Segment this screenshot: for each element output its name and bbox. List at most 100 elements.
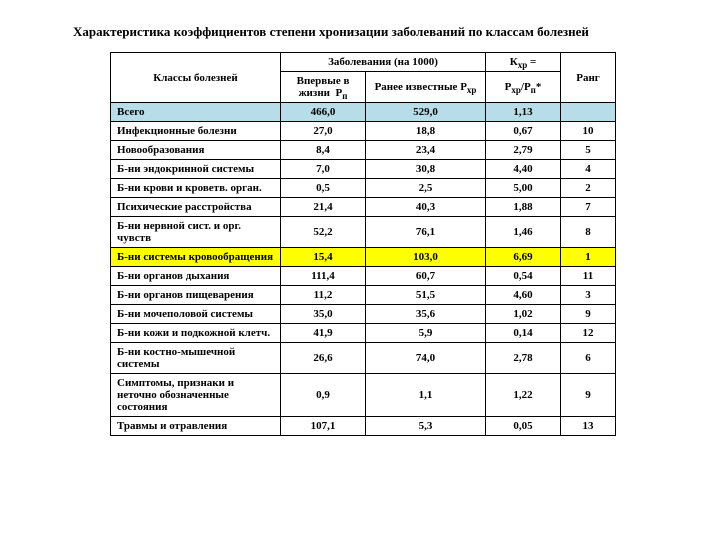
cell-kxp: 5,00: [486, 179, 561, 198]
cell-name: Б-ни системы кровообращения: [111, 248, 281, 267]
cell-pn: 466,0: [281, 103, 366, 122]
cell-kxp: 1,46: [486, 217, 561, 248]
cell-name: Б-ни органов пищеварения: [111, 286, 281, 305]
cell-name: Всего: [111, 103, 281, 122]
cell-pn: 111,4: [281, 267, 366, 286]
cell-name: Новообразования: [111, 141, 281, 160]
cell-kxp: 6,69: [486, 248, 561, 267]
cell-rank: 3: [561, 286, 616, 305]
cell-pn: 11,2: [281, 286, 366, 305]
table-row: Б-ни эндокринной системы7,030,84,404: [111, 160, 616, 179]
cell-rank: 7: [561, 198, 616, 217]
cell-rank: 10: [561, 122, 616, 141]
cell-rank: 11: [561, 267, 616, 286]
cell-rank: [561, 103, 616, 122]
cell-kxp: 0,05: [486, 417, 561, 436]
cell-kxp: 2,78: [486, 343, 561, 374]
cell-rank: 5: [561, 141, 616, 160]
cell-name: Б-ни крови и кроветв. орган.: [111, 179, 281, 198]
cell-rank: 2: [561, 179, 616, 198]
th-ratio: Рхр/Рп*: [486, 72, 561, 103]
cell-pxp: 1,1: [366, 374, 486, 417]
table-row: Б-ни крови и кроветв. орган.0,52,55,002: [111, 179, 616, 198]
cell-name: Симптомы, признаки и неточно обозначенны…: [111, 374, 281, 417]
table-row: Б-ни мочеполовой системы35,035,61,029: [111, 305, 616, 324]
cell-kxp: 4,40: [486, 160, 561, 179]
cell-pn: 8,4: [281, 141, 366, 160]
table-row: Б-ни органов пищеварения11,251,54,603: [111, 286, 616, 305]
cell-kxp: 0,54: [486, 267, 561, 286]
th-kxp: Кхр =: [486, 53, 561, 72]
cell-kxp: 0,67: [486, 122, 561, 141]
table-row: Психические расстройства21,440,31,887: [111, 198, 616, 217]
cell-pxp: 51,5: [366, 286, 486, 305]
cell-pn: 0,9: [281, 374, 366, 417]
cell-name: Б-ни кожи и подкожной клетч.: [111, 324, 281, 343]
cell-name: Б-ни нервной сист. и орг. чувств: [111, 217, 281, 248]
th-class: Классы болезней: [111, 53, 281, 103]
cell-pxp: 5,9: [366, 324, 486, 343]
cell-rank: 4: [561, 160, 616, 179]
cell-kxp: 1,22: [486, 374, 561, 417]
cell-name: Инфекционные болезни: [111, 122, 281, 141]
table-row: Травмы и отравления107,15,30,0513: [111, 417, 616, 436]
cell-pxp: 18,8: [366, 122, 486, 141]
cell-name: Б-ни органов дыхания: [111, 267, 281, 286]
cell-pxp: 23,4: [366, 141, 486, 160]
table-row: Б-ни кожи и подкожной клетч.41,95,90,141…: [111, 324, 616, 343]
page-title: Характеристика коэффициентов степени хро…: [60, 24, 680, 40]
cell-name: Б-ни мочеполовой системы: [111, 305, 281, 324]
cell-pxp: 35,6: [366, 305, 486, 324]
table-row: Симптомы, признаки и неточно обозначенны…: [111, 374, 616, 417]
cell-pxp: 2,5: [366, 179, 486, 198]
cell-pxp: 5,3: [366, 417, 486, 436]
cell-rank: 6: [561, 343, 616, 374]
cell-pxp: 30,8: [366, 160, 486, 179]
cell-pxp: 529,0: [366, 103, 486, 122]
cell-name: Б-ни костно-мышечной системы: [111, 343, 281, 374]
cell-kxp: 1,88: [486, 198, 561, 217]
table-row: Всего466,0529,01,13: [111, 103, 616, 122]
cell-pn: 35,0: [281, 305, 366, 324]
th-rank: Ранг: [561, 53, 616, 103]
cell-kxp: 0,14: [486, 324, 561, 343]
th-pxp: Ранее известные Рхр: [366, 72, 486, 103]
th-pn: Впервые в жизни Рп: [281, 72, 366, 103]
cell-kxp: 1,02: [486, 305, 561, 324]
cell-kxp: 2,79: [486, 141, 561, 160]
cell-pn: 52,2: [281, 217, 366, 248]
cell-pn: 7,0: [281, 160, 366, 179]
cell-pxp: 103,0: [366, 248, 486, 267]
cell-pn: 27,0: [281, 122, 366, 141]
cell-pn: 15,4: [281, 248, 366, 267]
cell-pxp: 60,7: [366, 267, 486, 286]
table-row: Б-ни органов дыхания111,460,70,5411: [111, 267, 616, 286]
cell-name: Б-ни эндокринной системы: [111, 160, 281, 179]
table-row: Новообразования8,423,42,795: [111, 141, 616, 160]
cell-pxp: 74,0: [366, 343, 486, 374]
cell-pxp: 76,1: [366, 217, 486, 248]
table-row: Б-ни системы кровообращения15,4103,06,69…: [111, 248, 616, 267]
th-diseases-group: Заболевания (на 1000): [281, 53, 486, 72]
table-row: Б-ни нервной сист. и орг. чувств52,276,1…: [111, 217, 616, 248]
cell-kxp: 4,60: [486, 286, 561, 305]
cell-name: Травмы и отравления: [111, 417, 281, 436]
cell-pn: 21,4: [281, 198, 366, 217]
cell-kxp: 1,13: [486, 103, 561, 122]
table-row: Инфекционные болезни27,018,80,6710: [111, 122, 616, 141]
cell-rank: 9: [561, 305, 616, 324]
cell-pn: 26,6: [281, 343, 366, 374]
chronization-table: Классы болезней Заболевания (на 1000) Кх…: [110, 52, 616, 436]
cell-rank: 13: [561, 417, 616, 436]
cell-pxp: 40,3: [366, 198, 486, 217]
table-row: Б-ни костно-мышечной системы26,674,02,78…: [111, 343, 616, 374]
cell-rank: 8: [561, 217, 616, 248]
cell-rank: 12: [561, 324, 616, 343]
cell-pn: 41,9: [281, 324, 366, 343]
cell-pn: 107,1: [281, 417, 366, 436]
cell-name: Психические расстройства: [111, 198, 281, 217]
table-body: Всего466,0529,01,13Инфекционные болезни2…: [111, 103, 616, 436]
cell-rank: 9: [561, 374, 616, 417]
cell-pn: 0,5: [281, 179, 366, 198]
cell-rank: 1: [561, 248, 616, 267]
